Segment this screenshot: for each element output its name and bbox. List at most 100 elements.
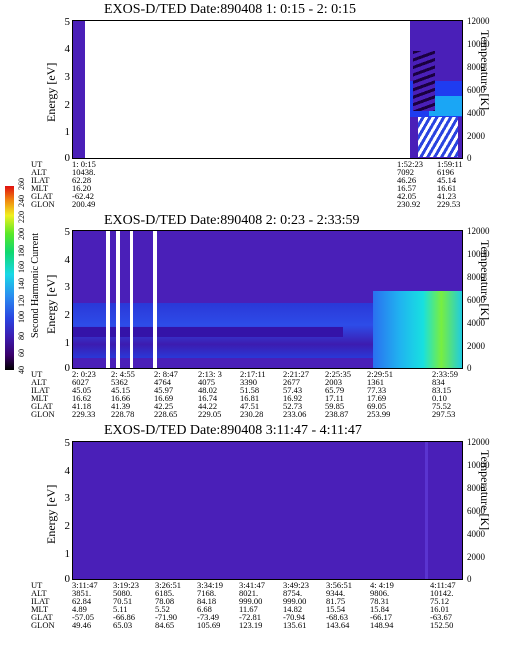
eph-cell: 70.51: [113, 596, 133, 607]
panel-1-y2tick: 10000: [467, 39, 490, 49]
eph-cell: -72.81: [239, 612, 261, 623]
panel-3-ytick: 1: [64, 548, 71, 560]
eph-cell: 123.19: [239, 620, 263, 631]
eph-cell: 200.49: [72, 199, 96, 210]
panel-2-y2tick: 4000: [467, 318, 485, 328]
eph-cell: 16.66: [111, 393, 131, 404]
eph-row-label: MLT: [31, 604, 49, 615]
eph-cell: 9344.: [326, 588, 346, 599]
eph-cell: 16.92: [283, 393, 303, 404]
panel-3-ytick: 4: [64, 465, 71, 477]
eph-cell: 5362: [111, 377, 128, 388]
eph-row-labels: UT ALT ILAT MLT GLAT GLON: [31, 581, 55, 630]
panel-2-white-gap: [116, 231, 120, 368]
eph-cell: 16.62: [72, 393, 92, 404]
eph-cell: 2: 4:55: [111, 369, 135, 379]
eph-cell: 3:19:23: [113, 580, 139, 590]
eph-cell: 75.52: [432, 401, 452, 412]
panel-3-plot-area: [72, 441, 463, 580]
eph-cell: 10438.: [72, 167, 96, 178]
eph-cell: 16.57: [397, 183, 417, 194]
eph-cell: 65.03: [113, 620, 133, 631]
eph-cell: 15.84: [370, 604, 390, 615]
eph-cell: 105.69: [197, 620, 221, 631]
panel-3-y2tick: 2000: [467, 552, 485, 562]
eph-cell: 16.61: [437, 183, 457, 194]
eph-cell: 69.05: [367, 401, 387, 412]
eph-column: 1:59:11 6196 45.14 16.61 41.23 229.53: [437, 160, 463, 209]
panel-1-white-speckle: [418, 117, 458, 157]
eph-cell: 2:25:35: [325, 369, 351, 379]
panel-1-ytick: 4: [64, 43, 71, 55]
eph-row-label: ILAT: [31, 385, 50, 396]
eph-row-label: GLON: [31, 620, 55, 631]
panel-1-y2tick: 2000: [467, 131, 485, 141]
eph-cell: 41.18: [72, 401, 92, 412]
eph-cell: 14.82: [283, 604, 303, 615]
colorbar-tick: 120: [17, 295, 26, 307]
eph-cell: 41.23: [437, 191, 457, 202]
eph-column: 1:52:23 7092 46.26 16.57 42.05 230.92: [397, 160, 423, 209]
eph-column: 3:41:47 8021. 999.00 11.67 -72.81 123.19: [239, 581, 265, 630]
eph-column: 3:11:47 3851. 62.84 4.89 -57.05 49.46: [72, 581, 98, 630]
eph-cell: 229.33: [72, 409, 96, 420]
eph-cell: 2: 0:23: [72, 369, 96, 379]
panel-1-y2tick: 12000: [467, 16, 490, 26]
eph-cell: 229.53: [437, 199, 461, 210]
eph-cell: 81.75: [326, 596, 346, 607]
colorbar-tick: 180: [17, 245, 26, 257]
panel-3-y2tick: 0: [467, 574, 472, 584]
eph-cell: 57.43: [283, 385, 303, 396]
eph-column: 3:49:23 8754. 999.00 14.82 -70.94 135.61: [283, 581, 309, 630]
eph-cell: 9806.: [370, 588, 390, 599]
eph-column: 4: 4:19 9806. 78.31 15.84 -66.17 148.94: [370, 581, 394, 630]
eph-cell: 2003: [325, 377, 342, 388]
eph-cell: 143.64: [326, 620, 350, 631]
eph-cell: 45.97: [154, 385, 174, 396]
eph-cell: 16.81: [240, 393, 260, 404]
eph-cell: 83.15: [432, 385, 452, 396]
eph-cell: 49.46: [72, 620, 92, 631]
eph-cell: 11.67: [239, 604, 258, 615]
eph-column: 1: 0:15 10438. 62.28 16.20 -62.42 200.49: [72, 160, 96, 209]
eph-cell: 3:26:51: [155, 580, 181, 590]
panel-1-dark-speckle: [413, 51, 435, 111]
panel-2-ytick: 1: [64, 337, 71, 349]
eph-cell: 5.52: [155, 604, 170, 615]
eph-cell: 999.00: [283, 596, 307, 607]
eph-cell: 41.39: [111, 401, 131, 412]
eph-cell: 2:21:27: [283, 369, 309, 379]
eph-row-label: MLT: [31, 393, 49, 404]
eph-cell: -62.42: [72, 191, 94, 202]
eph-column: 4:11:47 10142. 75.12 16.01 -63.67 152.50: [430, 581, 456, 630]
eph-cell: 228.78: [111, 409, 135, 420]
panel-1-ytick: 5: [64, 16, 71, 28]
eph-row-labels: UT ALT ILAT MLT GLAT GLON: [31, 160, 55, 209]
panel-2-white-gap: [106, 231, 110, 368]
panel-1-plot-area: [72, 20, 463, 159]
eph-cell: 152.50: [430, 620, 454, 631]
eph-row-label: GLAT: [31, 612, 53, 623]
panel-1-ytick: 3: [64, 71, 71, 83]
eph-cell: 2:29:51: [367, 369, 393, 379]
panel-3-faint-streak: [425, 442, 428, 579]
panel-1-y2tick: 4000: [467, 108, 485, 118]
eph-cell: 4075: [198, 377, 215, 388]
panel-1-ytick: 2: [64, 99, 71, 111]
eph-row-label: ALT: [31, 588, 47, 599]
eph-cell: 17.69: [367, 393, 387, 404]
panel-3-ytick: 3: [64, 492, 71, 504]
eph-cell: 45.05: [72, 385, 92, 396]
eph-cell: 5.11: [113, 604, 128, 615]
eph-cell: 7168.: [197, 588, 217, 599]
eph-cell: 233.06: [283, 409, 307, 420]
eph-column: 3:26:51 6185. 78.08 5.52 -71.90 84.65: [155, 581, 181, 630]
eph-cell: 1:52:23: [397, 159, 423, 169]
eph-column: 2:21:27 2677 57.43 16.92 52.73 233.06: [283, 370, 309, 419]
eph-cell: 17.11: [325, 393, 344, 404]
eph-cell: 10142.: [430, 588, 454, 599]
eph-cell: 0.10: [432, 393, 447, 404]
eph-cell: 7092: [397, 167, 414, 178]
panel-1-ytick: 1: [64, 126, 71, 138]
eph-cell: 6196: [437, 167, 454, 178]
